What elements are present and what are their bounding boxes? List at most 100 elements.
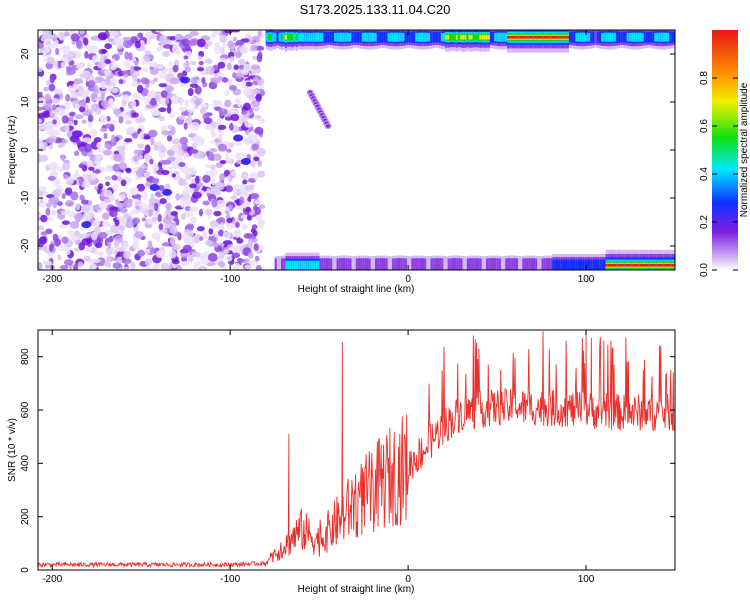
heatmap-cell bbox=[460, 258, 463, 270]
heatmap-cell bbox=[235, 39, 245, 46]
heatmap-cell bbox=[391, 32, 394, 42]
heatmap-cell bbox=[73, 119, 78, 126]
heatmap-cell bbox=[565, 259, 568, 270]
heatmap-cell bbox=[38, 140, 45, 149]
colorbar-ticks: 0.0 0.2 0.4 0.6 0.8 bbox=[699, 71, 738, 277]
heatmap-cell bbox=[245, 137, 251, 145]
heatmap-cell bbox=[577, 259, 581, 270]
heatmap-cell bbox=[74, 230, 80, 237]
heatmap-cell bbox=[57, 254, 62, 261]
heatmap-cell bbox=[349, 32, 352, 42]
heatmap-cell bbox=[477, 258, 480, 270]
heatmap-cell bbox=[117, 51, 124, 56]
heatmap-cell bbox=[315, 260, 318, 270]
heatmap-cell bbox=[132, 155, 139, 162]
heatmap-cell bbox=[344, 32, 347, 42]
heatmap-cell bbox=[207, 152, 215, 161]
y-tick-label: -20 bbox=[20, 238, 31, 253]
heatmap-cell bbox=[118, 246, 125, 252]
heatmap-cell bbox=[270, 33, 273, 41]
heatmap-cell bbox=[340, 258, 344, 270]
heatmap-cell bbox=[110, 87, 119, 94]
heatmap-cell bbox=[102, 212, 110, 221]
heatmap-cell bbox=[411, 258, 414, 270]
heatmap-cell bbox=[481, 34, 484, 40]
heatmap-cell bbox=[104, 123, 112, 129]
heatmap-cell bbox=[299, 32, 303, 42]
heatmap-cell bbox=[267, 33, 271, 41]
heatmap-cell bbox=[255, 264, 262, 270]
heatmap-cell bbox=[234, 98, 241, 104]
heatmap-cell bbox=[120, 216, 128, 225]
heatmap-cell bbox=[64, 31, 70, 37]
heatmap-cell bbox=[243, 232, 253, 239]
heatmap-cell bbox=[235, 204, 243, 210]
heatmap-cell bbox=[148, 91, 157, 97]
heatmap-cell bbox=[70, 91, 79, 99]
heatmap-cell bbox=[614, 263, 617, 267]
heatmap-cell bbox=[296, 260, 299, 270]
heatmap-cell bbox=[179, 97, 184, 106]
heatmap-cell bbox=[244, 258, 250, 265]
heatmap-cell bbox=[455, 34, 458, 40]
heatmap-cell bbox=[417, 32, 420, 42]
heatmap-x-ticks: -200 -100 0 100 bbox=[42, 30, 595, 285]
heatmap-cell bbox=[137, 167, 145, 176]
heatmap-cell bbox=[217, 143, 228, 152]
heatmap-cell bbox=[96, 141, 102, 149]
heatmap-cell bbox=[230, 195, 238, 200]
x-tick-label: 100 bbox=[578, 574, 595, 585]
heatmap-cell bbox=[534, 35, 537, 39]
y-tick-label: 0 bbox=[20, 147, 31, 153]
heatmap-cell bbox=[624, 31, 627, 43]
heatmap-cell bbox=[660, 32, 663, 42]
heatmap-cell bbox=[560, 259, 563, 270]
heatmap-cell bbox=[110, 78, 118, 85]
heatmap-cell bbox=[588, 259, 591, 270]
heatmap-cell bbox=[221, 77, 229, 83]
heatmap-cell bbox=[51, 97, 60, 104]
heatmap-cell bbox=[90, 231, 98, 241]
heatmap-cell bbox=[127, 198, 133, 203]
heatmap-cell bbox=[336, 32, 339, 42]
heatmap-cell bbox=[569, 259, 572, 270]
heatmap-cell bbox=[45, 44, 51, 53]
heatmap-cell bbox=[247, 178, 256, 183]
heatmap-cell bbox=[171, 44, 180, 54]
heatmap-cell bbox=[160, 144, 166, 154]
heatmap-cell bbox=[549, 35, 552, 39]
heatmap-cell bbox=[68, 120, 74, 126]
heatmap-cell bbox=[281, 258, 284, 270]
heatmap-cell bbox=[556, 35, 559, 39]
heatmap-cell bbox=[430, 258, 433, 270]
heatmap-cell bbox=[229, 56, 235, 63]
heatmap-cell bbox=[505, 258, 508, 270]
heatmap-cell bbox=[199, 236, 204, 241]
heatmap-cell bbox=[159, 198, 167, 205]
snr-x-label: Height of straight line (km) bbox=[298, 584, 415, 595]
heatmap-cell bbox=[631, 263, 634, 267]
heatmap-cell bbox=[396, 258, 399, 270]
heatmap-cell bbox=[251, 104, 260, 112]
heatmap-cell bbox=[157, 213, 162, 223]
heatmap-cell bbox=[179, 136, 189, 145]
heatmap-cell bbox=[211, 178, 216, 186]
heatmap-cell bbox=[191, 178, 196, 185]
snr-frame bbox=[37, 329, 676, 571]
heatmap-cell bbox=[49, 196, 60, 204]
heatmap-cell bbox=[368, 32, 371, 42]
heatmap-cell bbox=[428, 256, 431, 270]
heatmap-cell bbox=[515, 258, 519, 270]
heatmap-cell bbox=[156, 63, 165, 70]
heatmap-cell bbox=[99, 116, 108, 124]
heatmap-cell bbox=[253, 205, 258, 212]
heatmap-cell bbox=[227, 77, 233, 86]
heatmap-cell bbox=[234, 262, 241, 270]
heatmap-cell bbox=[554, 35, 557, 39]
heatmap-cell bbox=[289, 260, 292, 270]
heatmap-cell bbox=[257, 30, 262, 38]
heatmap-cell bbox=[131, 132, 139, 139]
heatmap-cell bbox=[162, 50, 171, 57]
heatmap-cell bbox=[530, 258, 534, 270]
heatmap-cell bbox=[362, 258, 365, 270]
